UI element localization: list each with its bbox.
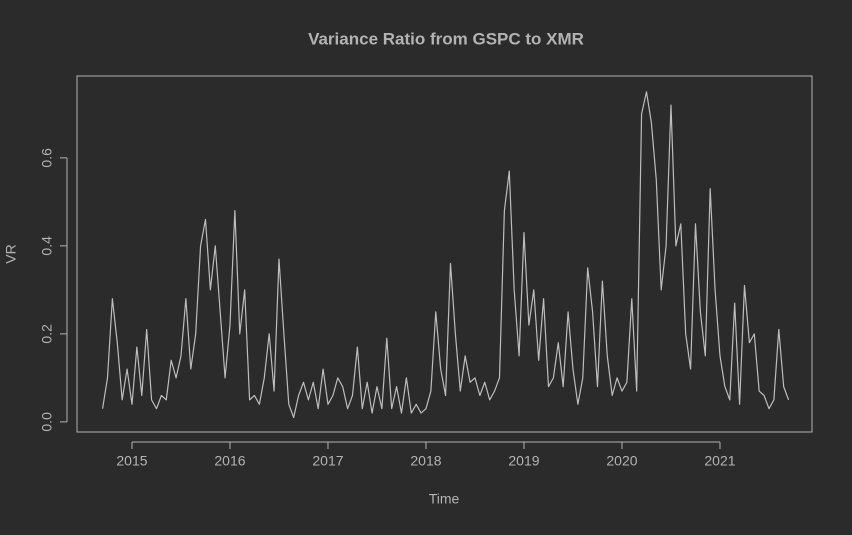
x-tick-label: 2019 xyxy=(508,453,539,469)
x-tick-label: 2017 xyxy=(312,453,343,469)
y-tick-label: 0.4 xyxy=(39,236,55,256)
x-axis-label: Time xyxy=(429,491,460,507)
plot-frame xyxy=(76,75,813,433)
chart-title: Variance Ratio from GSPC to XMR xyxy=(308,29,584,48)
y-tick-label: 0.6 xyxy=(39,148,55,168)
x-tick-label: 2021 xyxy=(704,453,735,469)
x-tick-label: 2020 xyxy=(606,453,637,469)
y-tick-label: 0.2 xyxy=(39,324,55,344)
x-tick-label: 2015 xyxy=(116,453,147,469)
y-axis-label: VR xyxy=(3,244,19,263)
y-tick-label: 0.0 xyxy=(39,412,55,432)
series-line xyxy=(101,91,790,419)
x-tick-label: 2016 xyxy=(214,453,245,469)
x-tick-label: 2018 xyxy=(410,453,441,469)
